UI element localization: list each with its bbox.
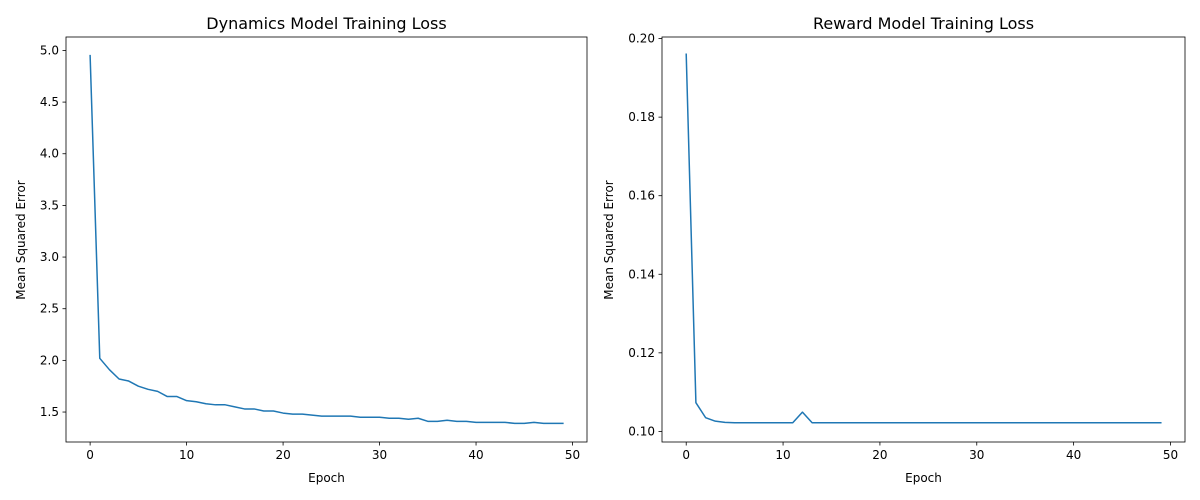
y-tick-label: 0.10 [628, 424, 655, 438]
y-tick-label: 3.5 [40, 198, 59, 212]
axis-ticks: 0 10 20 30 40 50 0.10 0.12 0.14 0.16 0.18 0.20 [628, 32, 1178, 462]
y-axis-label: Mean Squared Error [14, 180, 28, 300]
x-tick-label: 50 [1163, 448, 1178, 462]
series-line [89, 54, 564, 425]
x-tick-label: 40 [468, 448, 483, 462]
x-axis-label: Epoch [905, 471, 942, 485]
x-tick-label: 30 [969, 448, 984, 462]
axis-ticks: 0 10 20 30 40 50 1.5 2.0 2.5 3.0 3.5 4.0 4.5 5.0 [40, 43, 580, 462]
x-tick-label: 10 [179, 448, 194, 462]
y-tick-label: 2.5 [40, 302, 59, 316]
dynamics-loss-chart: Dynamics Model Training Loss Epoch Mean … [14, 14, 588, 485]
y-tick-label: 0.16 [628, 189, 655, 203]
x-axis-label: Epoch [308, 471, 345, 485]
chart-title: Reward Model Training Loss [813, 14, 1034, 33]
reward-loss-chart: Reward Model Training Loss Epoch Mean Sq… [602, 14, 1186, 485]
y-tick-label: 5.0 [40, 43, 59, 57]
y-tick-label: 0.14 [628, 267, 655, 281]
plot-frame [661, 36, 1186, 443]
series-line [685, 53, 1162, 424]
y-axis-label: Mean Squared Error [602, 180, 616, 300]
chart-title: Dynamics Model Training Loss [206, 14, 446, 33]
y-tick-label: 3.0 [40, 250, 59, 264]
x-tick-label: 30 [372, 448, 387, 462]
y-tick-label: 0.20 [628, 32, 655, 46]
x-tick-label: 0 [86, 448, 94, 462]
x-tick-label: 40 [1066, 448, 1081, 462]
y-tick-label: 4.5 [40, 95, 59, 109]
plot-frame [65, 36, 588, 443]
y-tick-label: 4.0 [40, 147, 59, 161]
y-tick-label: 2.0 [40, 353, 59, 367]
x-tick-label: 20 [872, 448, 887, 462]
y-tick-label: 1.5 [40, 405, 59, 419]
y-tick-label: 0.18 [628, 110, 655, 124]
y-tick-label: 0.12 [628, 346, 655, 360]
x-tick-label: 50 [565, 448, 580, 462]
x-tick-label: 10 [775, 448, 790, 462]
x-tick-label: 0 [682, 448, 690, 462]
x-tick-label: 20 [275, 448, 290, 462]
